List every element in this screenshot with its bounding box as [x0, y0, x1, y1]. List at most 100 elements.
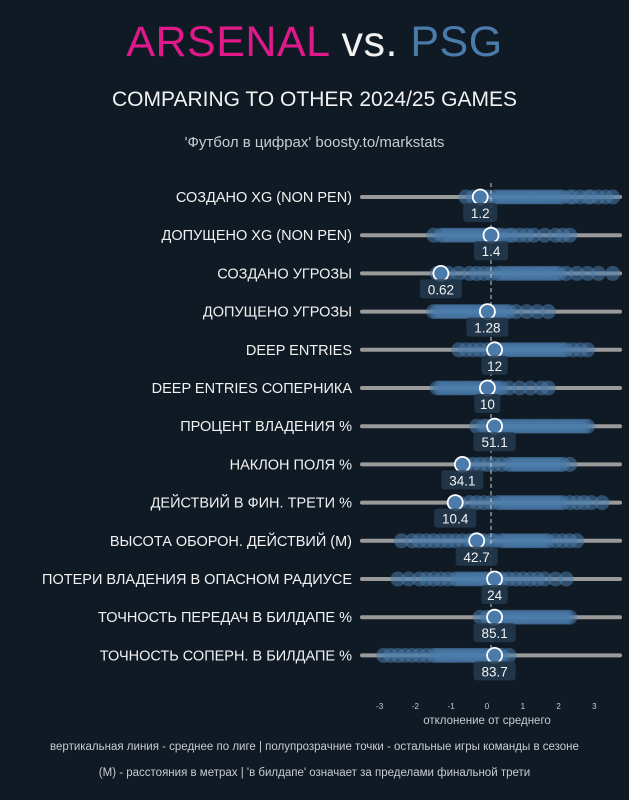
match-point: [468, 532, 486, 550]
credit-line: 'Футбол в цифрах' boosty.to/markstats: [184, 134, 445, 151]
other-game-point: [537, 571, 553, 587]
other-game-point: [540, 380, 556, 396]
other-game-point: [401, 571, 417, 587]
other-game-point: [580, 418, 596, 434]
match-point: [479, 303, 496, 321]
row-label: ДЕЙСТВИЙ В ФИН. ТРЕТИ %: [151, 494, 352, 512]
row-label: СОЗДАНО XG (NON PEN): [176, 190, 352, 206]
x-tick-label: 0: [485, 702, 490, 711]
value-label-box: [473, 623, 516, 643]
value-label: 1.4: [482, 244, 501, 259]
other-game-point: [530, 304, 546, 320]
other-game-point: [501, 380, 517, 396]
x-tick-label: 1: [521, 702, 526, 711]
other-game-point: [558, 265, 574, 281]
other-game-point: [451, 265, 467, 281]
row-label: ТОЧНОСТЬ СОПЕРН. В БИЛДАПЕ %: [100, 648, 352, 664]
value-label: 1.28: [474, 321, 500, 336]
other-game-point: [580, 342, 596, 358]
value-label-box: [455, 546, 498, 566]
value-label-box: [473, 661, 516, 681]
row-label: НАКЛОН ПОЛЯ %: [230, 457, 352, 473]
other-game-point: [569, 265, 585, 281]
other-game-point: [522, 380, 538, 396]
other-game-point: [580, 265, 596, 281]
footer-units-note: (М) - расстояния в метрах | 'в билдапе' …: [98, 767, 531, 779]
value-label: 85.1: [481, 626, 507, 641]
value-label-box: [474, 241, 508, 261]
footer-legend-note: вертикальная линия - среднее по лиге | п…: [50, 741, 579, 753]
match-point: [446, 494, 464, 512]
row-label: СОЗДАНО УГРОЗЫ: [217, 266, 352, 282]
value-label: 51.1: [481, 435, 507, 450]
value-label-box: [419, 279, 462, 299]
other-game-point: [558, 571, 574, 587]
other-game-point: [590, 265, 606, 281]
match-point: [486, 647, 503, 664]
match-point: [482, 226, 500, 244]
match-title: ARSENAL vs. PSG: [0, 18, 629, 67]
value-label-box: [481, 585, 508, 604]
x-tick-label: -3: [376, 702, 384, 711]
row-label: DEEP ENTRIES: [246, 343, 352, 359]
other-game-point: [583, 495, 599, 511]
match-point: [486, 341, 503, 359]
row-label: ПОТЕРИ ВЛАДЕНИЯ В ОПАСНОМ РАДИУСЕ: [42, 572, 352, 588]
row-label: ПРОЦЕНТ ВЛАДЕНИЯ %: [180, 419, 352, 435]
value-label-box: [466, 317, 509, 337]
other-game-point: [605, 189, 621, 205]
value-label: 83.7: [481, 664, 507, 679]
row-label: DEEP ENTRIES СОПЕРНИКА: [152, 381, 353, 397]
other-game-point: [562, 456, 578, 472]
value-label: 10.4: [442, 512, 469, 527]
value-label: 34.1: [449, 473, 475, 488]
home-team-name: ARSENAL: [126, 18, 329, 66]
value-label-box: [481, 355, 508, 375]
chart-subtitle: COMPARING TO OTHER 2024/25 GAMES: [112, 88, 517, 111]
row-label: ДОПУЩЕНО УГРОЗЫ: [203, 305, 352, 321]
value-label: 1.2: [471, 206, 490, 221]
x-tick-label: 3: [592, 702, 597, 711]
other-game-point: [569, 533, 585, 549]
x-axis-label: отклонение от среднего: [423, 715, 551, 727]
other-game-point: [540, 304, 556, 320]
other-game-point: [537, 227, 553, 243]
other-game-point: [519, 304, 535, 320]
other-game-point: [562, 227, 578, 243]
row-label: ВЫСОТА ОБОРОН. ДЕЙСТВИЙ (М): [110, 532, 352, 550]
match-point: [479, 379, 496, 397]
value-label: 10: [480, 397, 495, 412]
away-team-name: PSG: [410, 18, 503, 66]
value-label-box: [473, 432, 516, 452]
value-label-box: [474, 394, 501, 413]
vs-label: vs.: [341, 18, 398, 66]
value-label-box: [463, 203, 498, 222]
x-tick-label: -2: [412, 702, 420, 711]
other-game-point: [562, 609, 578, 625]
value-label: 24: [487, 588, 503, 603]
value-label: 42.7: [464, 550, 490, 565]
other-game-point: [508, 304, 524, 320]
value-label-box: [441, 470, 484, 490]
other-game-point: [547, 571, 563, 587]
other-game-point: [512, 380, 528, 396]
other-game-point: [526, 227, 542, 243]
value-label-box: [434, 508, 477, 528]
other-game-point: [501, 647, 517, 663]
match-point: [432, 264, 450, 282]
x-tick-label: 2: [556, 702, 561, 711]
row-label: ДОПУЩЕНО XG (NON PEN): [162, 228, 352, 244]
match-point: [486, 417, 503, 435]
other-game-point: [394, 533, 409, 549]
match-point: [471, 188, 489, 206]
other-game-point: [390, 571, 406, 587]
value-label: 12: [487, 359, 502, 374]
match-point: [486, 608, 503, 626]
row-label: ТОЧНОСТЬ ПЕРЕДАЧ В БИЛДАПЕ %: [98, 610, 352, 626]
other-game-point: [594, 495, 610, 511]
value-label: 0.62: [428, 282, 454, 297]
x-tick-label: -1: [448, 702, 456, 711]
match-point: [486, 570, 503, 588]
match-point: [453, 455, 471, 473]
